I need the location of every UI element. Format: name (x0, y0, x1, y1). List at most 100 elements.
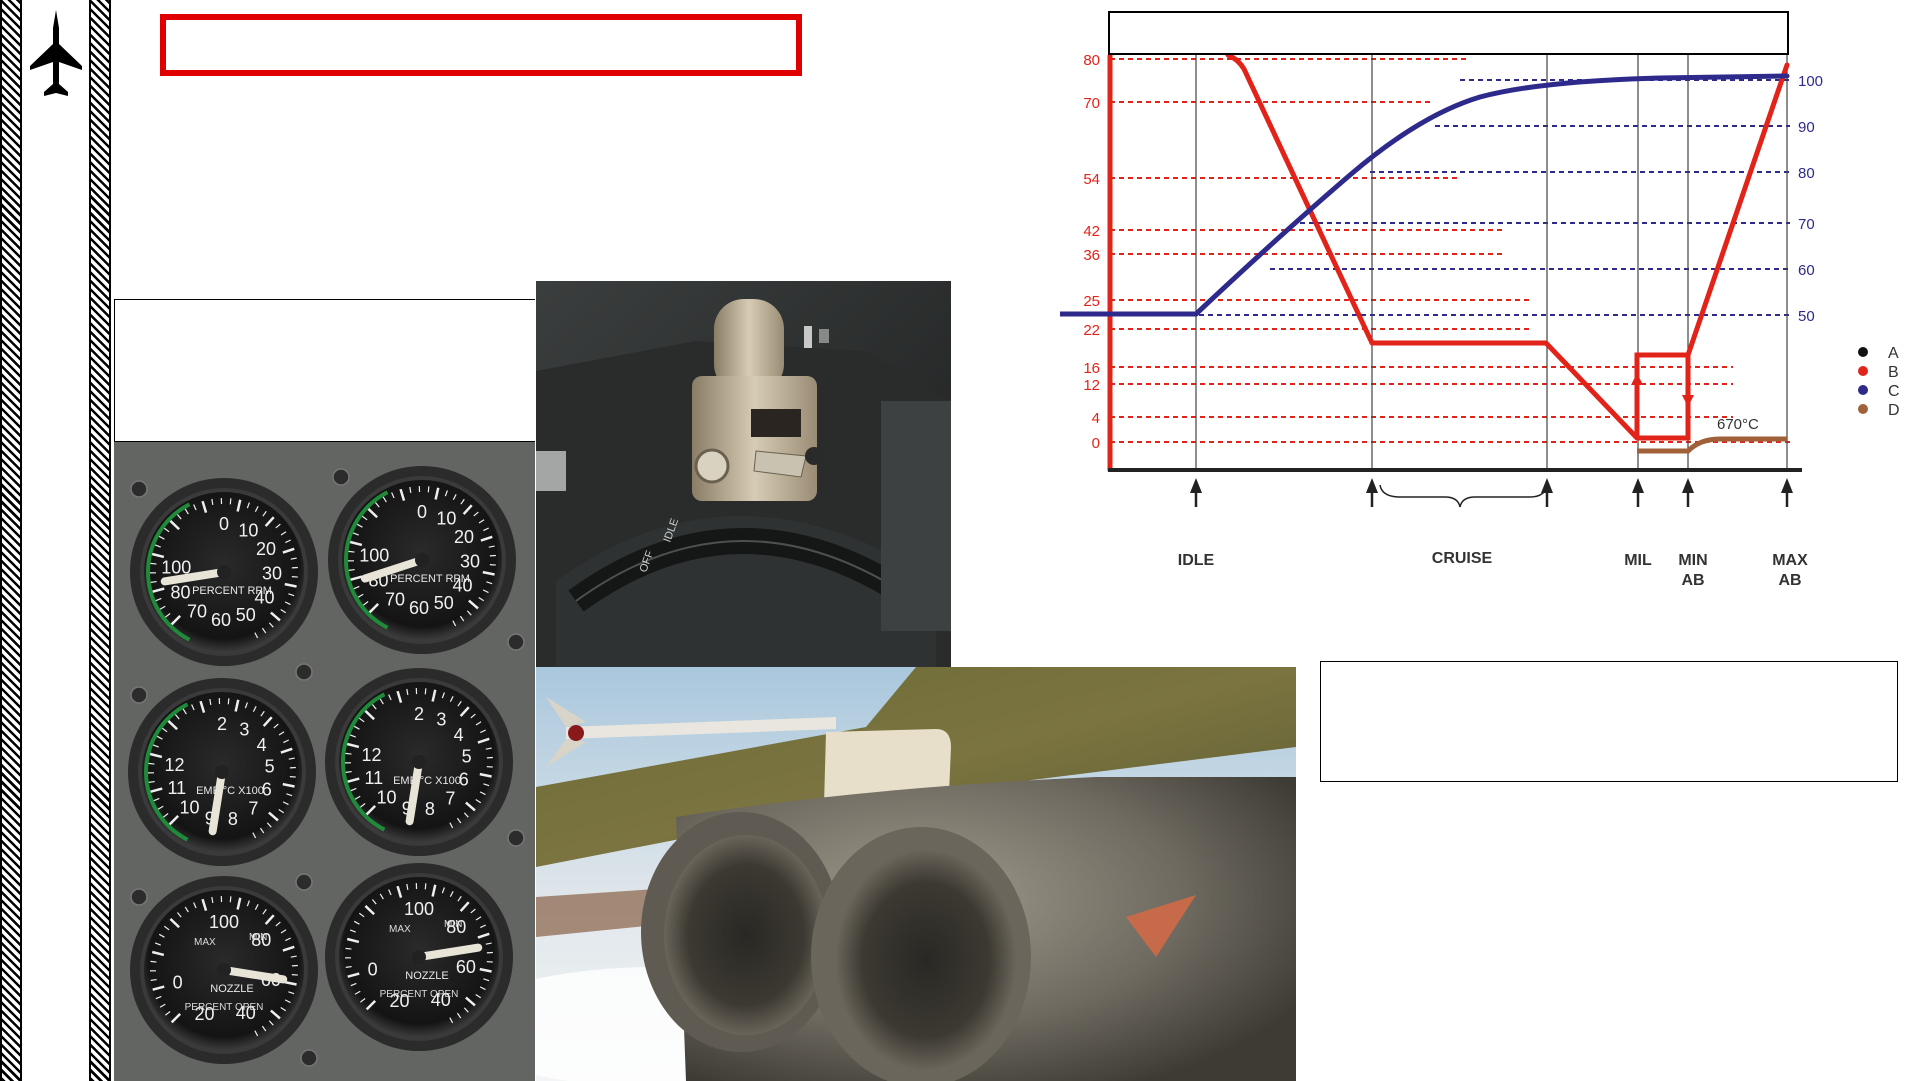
gauge-tick (365, 804, 377, 816)
legend-label: D (1888, 402, 1900, 419)
gauge-tick (270, 611, 281, 622)
gauge-number: 4 (454, 725, 464, 745)
gauge-tick (268, 622, 274, 628)
gauge-number: 0 (417, 502, 427, 522)
gauge-tick (349, 929, 356, 933)
gauge-tick (480, 924, 486, 929)
right-axis-tick-label: 50 (1798, 308, 1815, 325)
gauge-tick (465, 801, 476, 812)
x-category-label: AB (1778, 572, 1801, 589)
gauge-number: 100 (359, 545, 389, 565)
gauge-tick (475, 993, 482, 999)
gauge-tick (348, 568, 355, 571)
gauge-tick (280, 1006, 287, 1012)
gauge-tick (211, 896, 214, 904)
gauge-tick (368, 602, 380, 614)
series-b-line (1225, 55, 1640, 441)
gauge-tick (246, 900, 250, 907)
gauge-number: 8 (425, 799, 435, 819)
gauge-tick (201, 898, 208, 912)
gauge-tick (158, 933, 165, 938)
gauge-tick (153, 797, 160, 802)
gauge-number: 70 (385, 590, 405, 610)
series-c-line (1060, 73, 1790, 317)
gauge-tick (262, 510, 267, 517)
gauge-tick (478, 596, 485, 602)
gauge-tick (457, 700, 462, 707)
x-category-label: MAX (1772, 552, 1808, 569)
gauge-needle (160, 568, 228, 586)
gauge-tick (350, 982, 357, 987)
gauge-tick (158, 535, 165, 540)
aircraft-icon (30, 10, 82, 96)
cruise-brace (1379, 484, 1548, 508)
engine-gauge-panel-image: 0 10 20 30 40 50 60 70 80 100 PERCENT RPM 0 10 20 30 40… (114, 442, 535, 1081)
gauge-tick (168, 814, 180, 826)
gauge-needle (220, 966, 288, 984)
gauge-tick (152, 985, 165, 991)
gauge-number: 100 (404, 899, 434, 919)
gauge-tick (406, 883, 409, 891)
gauge-label: PERCENT RPM (390, 573, 470, 585)
gauge-tick (286, 793, 293, 797)
gauge-arc (341, 692, 386, 832)
gauge-number: 30 (460, 552, 480, 572)
gauge-tick (382, 496, 387, 503)
gauge-tick (282, 945, 295, 952)
gauge-tick (229, 498, 232, 505)
gauge-tick (284, 582, 297, 588)
gauge-tick (151, 552, 165, 559)
gauge-tick (353, 725, 360, 730)
gauge-tick (254, 632, 259, 639)
gauge-hub (412, 755, 426, 769)
gauge-tick (457, 895, 462, 902)
gauge-needle (208, 768, 226, 836)
gauge-tick (473, 511, 479, 517)
gauge-hub (217, 963, 231, 977)
gauge-tick (268, 811, 279, 822)
left-note-frame (114, 299, 535, 442)
gauge-tick (360, 998, 366, 1003)
gauge-number: 60 (456, 957, 476, 977)
gauge-tick (268, 1020, 274, 1026)
gauge-number: 0 (173, 972, 183, 992)
gauge-tick (452, 620, 457, 627)
gauge-tick (367, 508, 378, 519)
gauge-tick (348, 550, 355, 553)
legend-marker (1858, 404, 1868, 414)
gauge-tick (350, 575, 363, 581)
gauge-number: 60 (409, 598, 429, 618)
gauge-tick (150, 960, 157, 963)
gauge-tick (462, 504, 473, 515)
right-note-frame (1320, 661, 1898, 782)
left-axis-tick-label: 22 (1083, 322, 1100, 339)
gauge-tick (227, 698, 230, 705)
left-axis-tick-label: 42 (1083, 223, 1100, 240)
axis-arrow (1366, 478, 1378, 493)
throttle-image: OFF IDLE (536, 281, 951, 667)
gauge-tick (282, 801, 289, 806)
page-title (166, 20, 796, 36)
gauge-tick (480, 535, 493, 542)
gauge-tick (288, 991, 295, 995)
gauge-tick (270, 1009, 281, 1020)
gauge-sub-label: PERCENT OPEN (380, 989, 459, 1000)
gauge-tick (236, 499, 242, 512)
gauge-tick (353, 585, 360, 590)
gauge-tick (456, 1012, 462, 1019)
screw (130, 686, 148, 704)
right-axis-tick-label: 80 (1798, 165, 1815, 182)
gauge-tick (477, 737, 490, 744)
engine-nozzles-image (536, 667, 1296, 1081)
left-note (115, 300, 535, 316)
gauge-tick (159, 605, 166, 610)
gauge-tick (406, 688, 409, 696)
left-axis-tick-label: 12 (1083, 377, 1100, 394)
gauge-number: 11 (364, 768, 383, 788)
gauge-arc (146, 502, 191, 642)
gauge-tick (157, 805, 164, 810)
gauge-tick (352, 532, 359, 536)
gauge-number: 2 (414, 704, 424, 724)
gauge-tick (199, 700, 206, 714)
